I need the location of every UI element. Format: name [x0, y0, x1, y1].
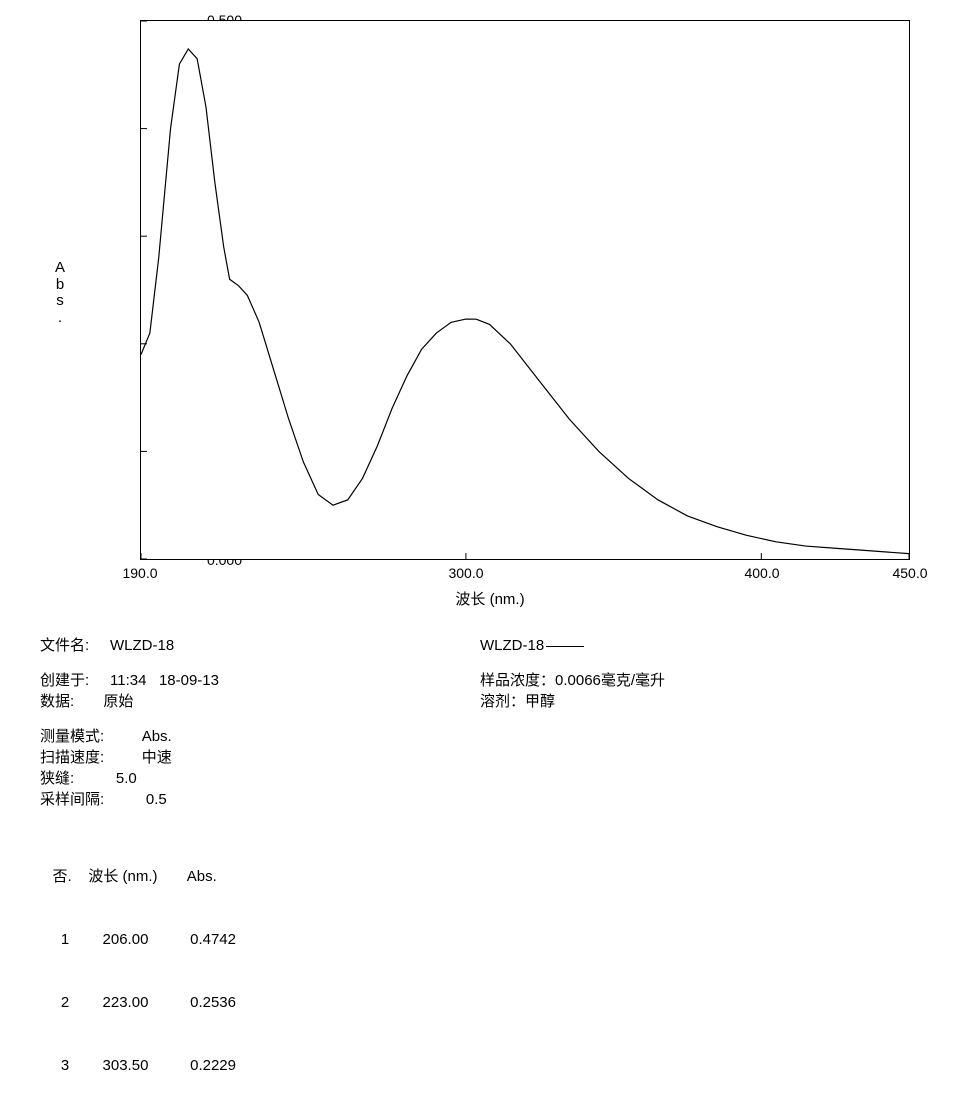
slit-label: 狭缝:	[40, 770, 74, 787]
legend-row: WLZD-18	[480, 635, 900, 656]
peak-no: 3	[61, 1057, 69, 1074]
peak-header-abs: Abs.	[187, 868, 217, 885]
peak-table-header: 否. 波长 (nm.) Abs.	[40, 866, 460, 887]
peak-table: 否. 波长 (nm.) Abs. 1 206.00 0.4742 2 223.0…	[40, 824, 460, 1118]
speed-label: 扫描速度:	[40, 749, 104, 766]
interval-value: 0.5	[146, 791, 167, 808]
solvent-label: 溶剂：	[480, 693, 525, 710]
solvent-row: 溶剂：甲醇	[480, 691, 900, 712]
plot-area	[140, 20, 910, 560]
legend-name: WLZD-18	[480, 637, 544, 654]
x-tick-label: 450.0	[885, 565, 935, 581]
peak-table-row: 3 303.50 0.2229	[40, 1055, 460, 1076]
created-row: 创建于: 11:34 18-09-13	[40, 670, 460, 691]
mode-row: 测量模式: Abs.	[40, 726, 460, 747]
peak-table-row: 2 223.00 0.2536	[40, 992, 460, 1013]
peak-abs: 0.2229	[190, 1057, 236, 1074]
solvent-value: 甲醇	[525, 693, 555, 710]
metadata-left-column: 文件名: WLZD-18 创建于: 11:34 18-09-13 数据: 原始 …	[40, 635, 460, 1118]
peak-header-wl: 波长 (nm.)	[88, 868, 157, 885]
slit-value: 5.0	[116, 770, 137, 787]
peak-wl: 223.00	[103, 994, 149, 1011]
peak-abs: 0.2536	[190, 994, 236, 1011]
mode-label: 测量模式:	[40, 728, 104, 745]
speed-row: 扫描速度: 中速	[40, 747, 460, 768]
x-tick-label: 300.0	[441, 565, 491, 581]
x-tick-label: 190.0	[115, 565, 165, 581]
peak-wl: 303.50	[103, 1057, 149, 1074]
spectrum-curve	[141, 21, 909, 559]
concentration-label: 样品浓度：	[480, 672, 555, 689]
peak-no: 2	[61, 994, 69, 1011]
data-label: 数据:	[40, 693, 74, 710]
x-tick-label: 400.0	[737, 565, 787, 581]
peak-no: 1	[61, 931, 69, 948]
metadata-right-column: WLZD-18 样品浓度：0.0066毫克/毫升 溶剂：甲醇	[480, 635, 900, 712]
peak-wl: 206.00	[103, 931, 149, 948]
peak-table-row: 1 206.00 0.4742	[40, 929, 460, 950]
created-value: 11:34 18-09-13	[110, 672, 219, 689]
data-row: 数据: 原始	[40, 691, 460, 712]
speed-value: 中速	[142, 749, 172, 766]
slit-row: 狭缝: 5.0	[40, 768, 460, 789]
created-label: 创建于:	[40, 672, 89, 689]
peak-abs: 0.4742	[190, 931, 236, 948]
file-name-value: WLZD-18	[110, 637, 174, 654]
interval-label: 采样间隔:	[40, 791, 104, 808]
mode-value: Abs.	[142, 728, 172, 745]
uv-spectrum-chart: Abs. 0.000 0.100 0.200 0.300 0.400 0.500…	[50, 10, 930, 610]
interval-row: 采样间隔: 0.5	[40, 789, 460, 810]
data-value: 原始	[103, 693, 133, 710]
concentration-row: 样品浓度：0.0066毫克/毫升	[480, 670, 900, 691]
legend-line-icon	[546, 646, 584, 647]
file-name-row: 文件名: WLZD-18	[40, 635, 460, 656]
concentration-value: 0.0066毫克/毫升	[555, 672, 665, 689]
y-axis-label: Abs.	[50, 260, 70, 326]
x-axis-label: 波长 (nm.)	[50, 588, 930, 609]
peak-header-no: 否.	[53, 868, 72, 885]
file-name-label: 文件名:	[40, 637, 89, 654]
